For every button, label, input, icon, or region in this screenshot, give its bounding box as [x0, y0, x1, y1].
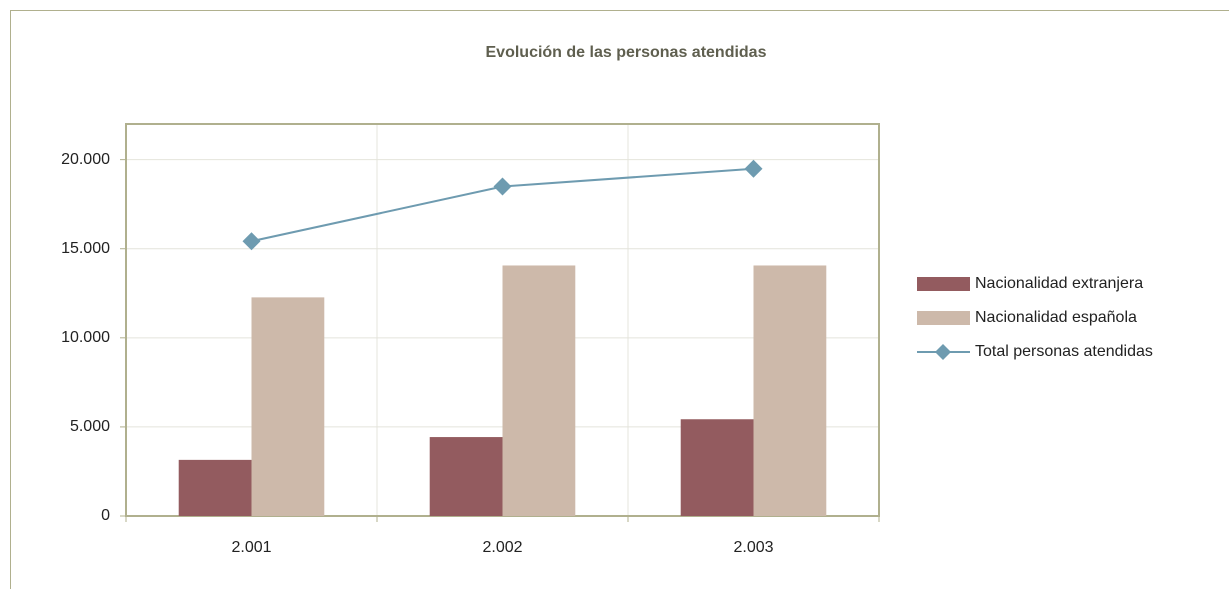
legend-swatch	[917, 277, 970, 291]
y-tick-label: 10.000	[61, 329, 110, 346]
bar	[178, 459, 252, 516]
bar	[429, 437, 503, 516]
x-tick-label: 2.002	[482, 539, 522, 556]
bar	[251, 297, 325, 516]
legend-label: Nacionalidad extranjera	[975, 275, 1143, 292]
bar	[680, 419, 754, 516]
bar	[502, 265, 576, 516]
bar	[753, 265, 827, 516]
x-tick-label: 2.003	[733, 539, 773, 556]
y-tick-label: 0	[101, 507, 110, 524]
legend-swatch	[917, 311, 970, 325]
y-tick-label: 20.000	[61, 151, 110, 168]
legend-marker	[935, 344, 951, 360]
y-tick-label: 5.000	[70, 418, 110, 435]
y-tick-label: 15.000	[61, 240, 110, 257]
marker	[493, 177, 512, 196]
marker	[744, 159, 763, 178]
legend-label: Total personas atendidas	[975, 343, 1153, 360]
marker	[242, 232, 261, 251]
legend-label: Nacionalidad española	[975, 309, 1137, 326]
chart-title: Evolución de las personas atendidas	[486, 44, 767, 61]
x-tick-label: 2.001	[231, 539, 271, 556]
